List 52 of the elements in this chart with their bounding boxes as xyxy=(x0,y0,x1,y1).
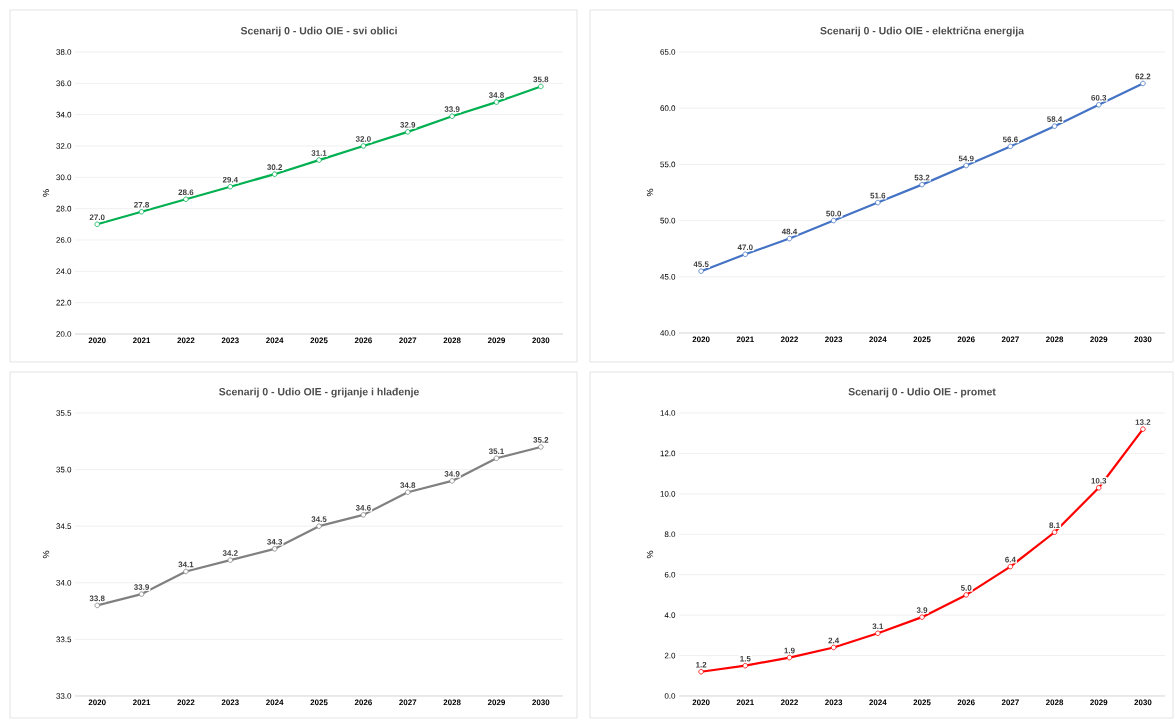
point xyxy=(963,162,969,169)
point xyxy=(1096,102,1102,108)
point xyxy=(271,171,278,177)
point xyxy=(538,444,544,450)
point xyxy=(1051,529,1058,535)
point xyxy=(875,199,881,206)
point xyxy=(360,512,367,518)
point xyxy=(449,113,455,119)
point xyxy=(1140,80,1146,87)
point xyxy=(360,143,367,149)
point xyxy=(830,217,837,224)
point xyxy=(183,568,189,575)
point xyxy=(138,209,145,215)
point xyxy=(138,591,145,597)
y-axis-title: % xyxy=(646,188,654,197)
chart-title: Scenarij 0 - Udio OIE - promet xyxy=(848,387,996,398)
point xyxy=(919,181,925,188)
point xyxy=(1007,563,1014,570)
y-axis-title: % xyxy=(646,550,654,559)
point xyxy=(786,235,793,242)
point xyxy=(698,669,704,675)
point xyxy=(183,196,189,202)
point xyxy=(875,630,881,637)
chart-title: Scenarij 0 - Udio OIE - svi oblici xyxy=(240,26,397,37)
point xyxy=(1051,123,1058,129)
point xyxy=(742,662,748,669)
point xyxy=(538,83,544,90)
point xyxy=(227,557,233,563)
point xyxy=(94,221,100,228)
point xyxy=(963,592,969,598)
point xyxy=(316,157,322,163)
point xyxy=(919,614,925,620)
point xyxy=(786,654,793,661)
point xyxy=(405,489,411,495)
point xyxy=(1140,426,1146,432)
point xyxy=(1096,485,1102,491)
point xyxy=(493,455,500,461)
point xyxy=(742,251,748,257)
point xyxy=(227,184,233,190)
point xyxy=(271,546,278,552)
point xyxy=(1007,143,1014,150)
chart-title: Scenarij 0 - Udio OIE - električna energija xyxy=(820,26,1025,37)
point xyxy=(405,129,411,135)
point xyxy=(493,99,500,105)
point xyxy=(316,523,322,529)
point xyxy=(449,478,455,484)
point xyxy=(94,602,100,609)
chart-title: Scenarij 0 - Udio OIE - grijanje i hlađenje xyxy=(219,387,419,398)
y-axis-title: % xyxy=(42,550,50,559)
point xyxy=(698,268,704,274)
y-axis-title: % xyxy=(42,189,50,197)
point xyxy=(830,644,837,651)
